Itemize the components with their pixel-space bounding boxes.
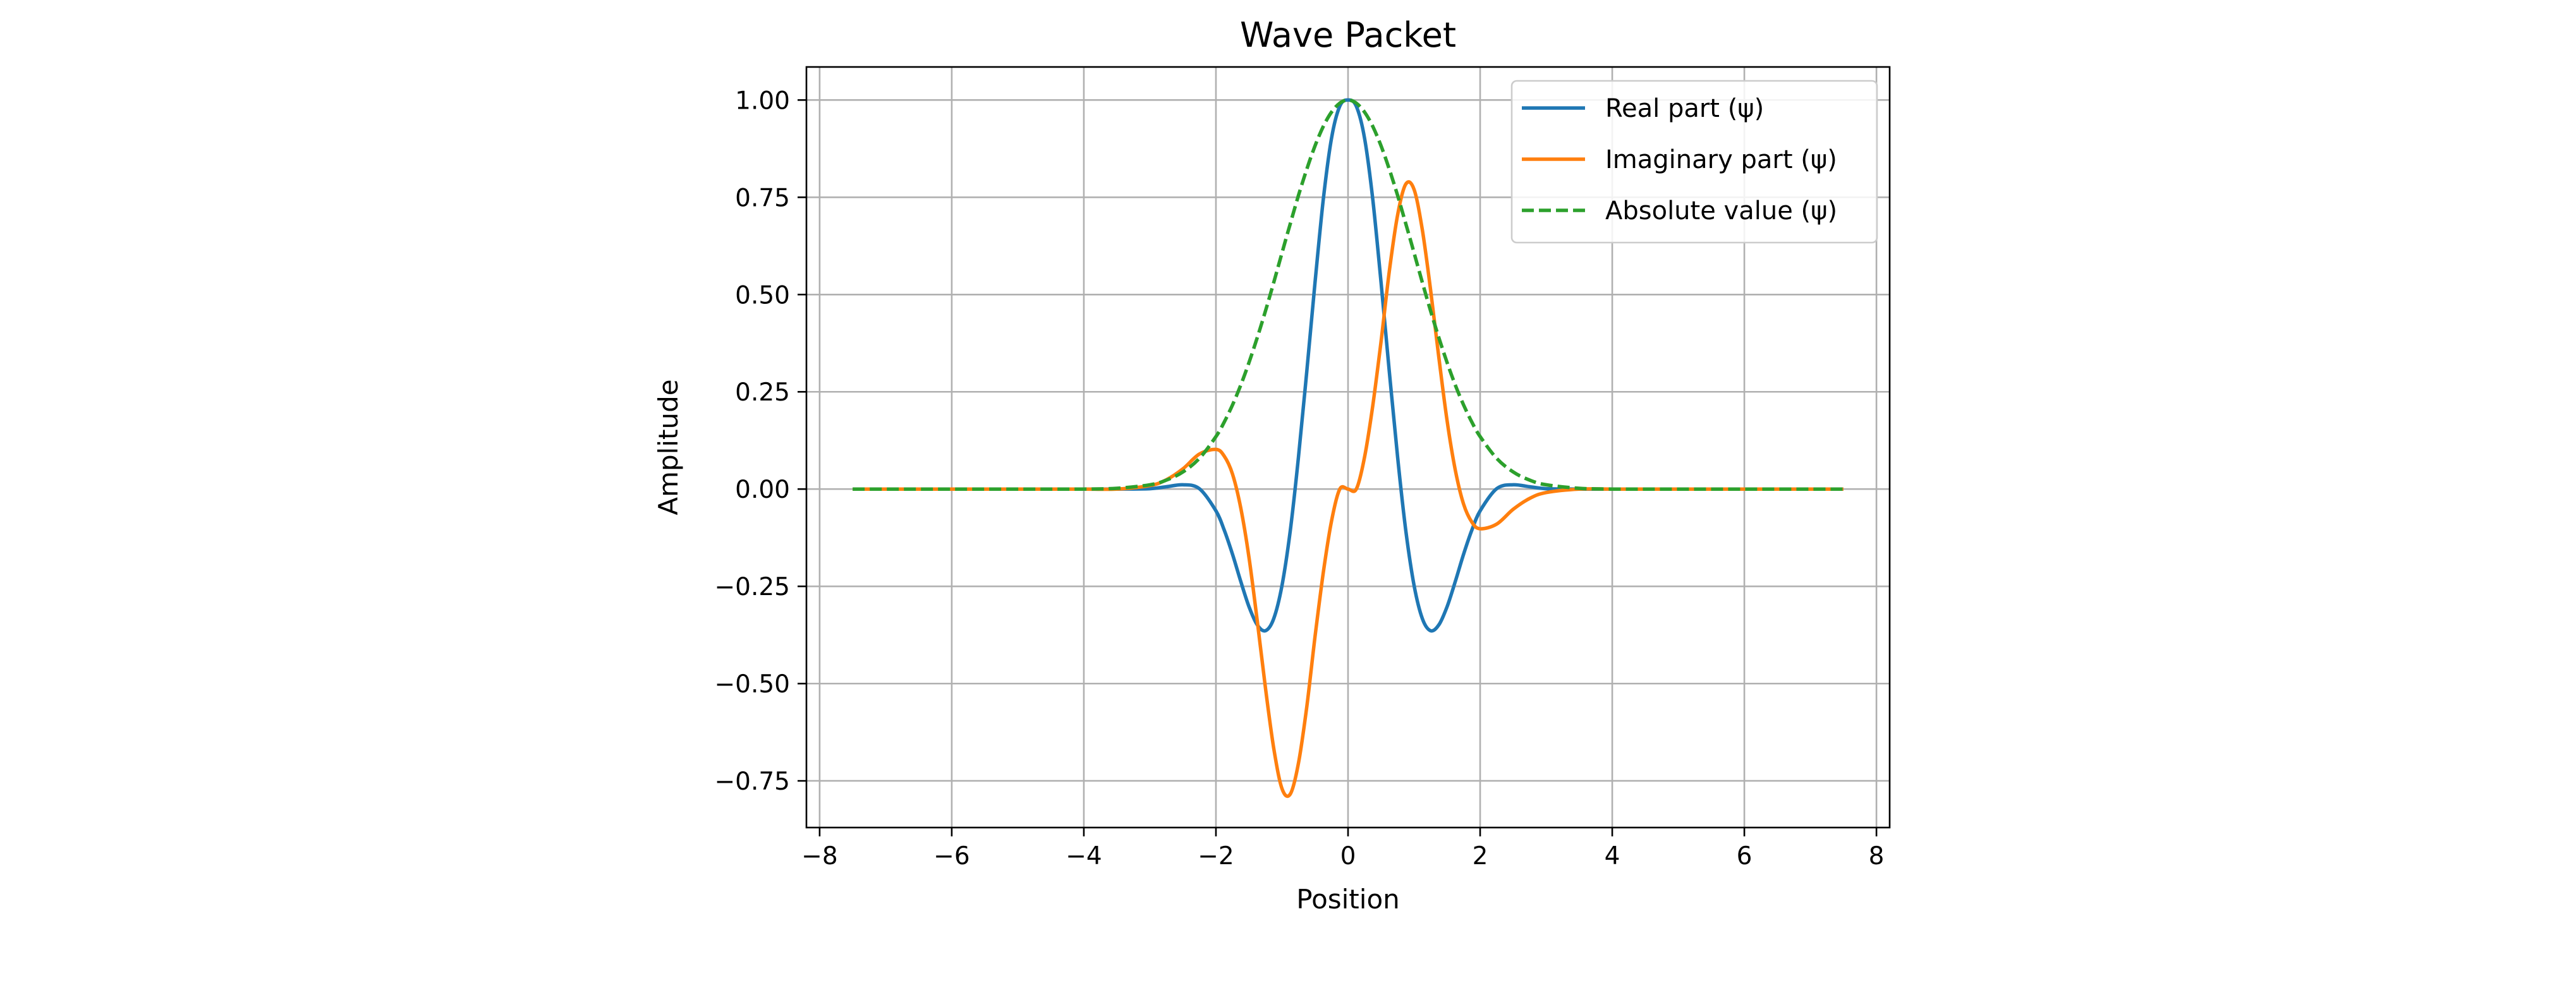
legend-item-absolute-label: Absolute value (ψ) (1605, 196, 1837, 226)
x-tick-label: 4 (1605, 842, 1620, 871)
y-tick-label: −0.50 (714, 670, 790, 699)
legend-item-real-label: Real part (ψ) (1605, 94, 1764, 123)
y-tick-label: 0.25 (735, 378, 790, 407)
x-tick-label: −6 (933, 842, 970, 871)
x-tick-label: −2 (1198, 842, 1234, 871)
y-tick-label: 0.00 (735, 476, 790, 504)
y-axis-label: Amplitude (653, 379, 684, 515)
x-tick-label: 8 (1869, 842, 1885, 871)
y-tick-label: −0.25 (714, 573, 790, 601)
imaginary-part-line (853, 180, 1844, 798)
x-tick-label: −4 (1066, 842, 1102, 871)
x-tick-label: 2 (1473, 842, 1488, 871)
legend-item-imaginary-label: Imaginary part (ψ) (1605, 145, 1837, 174)
x-tick-label: 6 (1737, 842, 1753, 871)
legend-box (1510, 80, 1878, 244)
x-tick-label: −8 (801, 842, 838, 871)
y-tick-label: 0.50 (735, 281, 790, 310)
chart-title: Wave Packet (1240, 15, 1456, 55)
real-part-line (853, 98, 1844, 633)
x-tick-label: 0 (1340, 842, 1356, 871)
y-tick-label: −0.75 (714, 768, 790, 796)
y-tick-label: 0.75 (735, 184, 790, 212)
ticks: −8 −6 −4 −2 0 2 4 6 8 −0.75 −0.50 −0.25 0.00 0.25 0.50… (714, 87, 1884, 871)
series-group (853, 98, 1844, 798)
y-tick-label: 1.00 (735, 87, 790, 115)
x-axis-label: Position (1296, 884, 1400, 915)
legend: Real part (ψ) Imaginary part (ψ) Absolute … (1510, 80, 1878, 244)
absolute-value-line (853, 98, 1844, 491)
